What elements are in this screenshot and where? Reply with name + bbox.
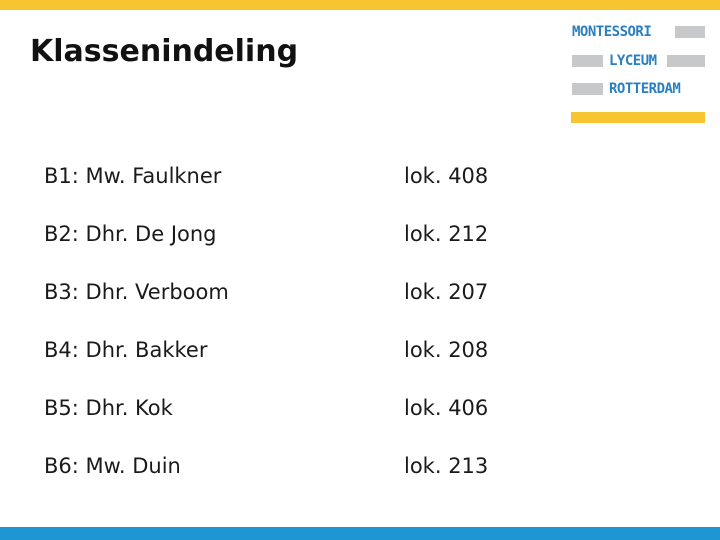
logo-row-2: LYCEUM <box>571 53 705 70</box>
logo-row-3: ROTTERDAM <box>571 81 705 98</box>
list-item: B3: Dhr. Verboom lok. 207 <box>44 280 544 338</box>
logo-grey-block <box>675 26 705 38</box>
room-number: lok. 408 <box>404 164 489 188</box>
logo-grey-block <box>572 83 603 95</box>
school-logo: MONTESSORI LYCEUM ROTTERDAM <box>571 24 705 124</box>
logo-grey-block <box>572 55 603 67</box>
logo-grey-block <box>667 55 705 67</box>
room-number: lok. 213 <box>404 454 489 478</box>
list-item: B2: Dhr. De Jong lok. 212 <box>44 222 544 280</box>
class-teacher: B4: Dhr. Bakker <box>44 338 208 362</box>
logo-line-3: ROTTERDAM <box>609 81 681 97</box>
logo-line-2: LYCEUM <box>609 53 657 69</box>
room-number: lok. 212 <box>404 222 489 246</box>
class-teacher: B2: Dhr. De Jong <box>44 222 217 246</box>
room-number: lok. 208 <box>404 338 489 362</box>
top-accent-bar <box>0 0 720 10</box>
bottom-accent-bar <box>0 527 720 540</box>
class-teacher: B5: Dhr. Kok <box>44 396 173 420</box>
class-teacher: B3: Dhr. Verboom <box>44 280 229 304</box>
list-item: B4: Dhr. Bakker lok. 208 <box>44 338 544 396</box>
list-item: B5: Dhr. Kok lok. 406 <box>44 396 544 454</box>
list-item: B6: Mw. Duin lok. 213 <box>44 454 544 512</box>
class-list: B1: Mw. Faulkner lok. 408 B2: Dhr. De Jo… <box>44 164 544 512</box>
slide-title: Klassenindeling <box>30 34 299 69</box>
list-item: B1: Mw. Faulkner lok. 408 <box>44 164 544 222</box>
room-number: lok. 406 <box>404 396 489 420</box>
logo-row-1: MONTESSORI <box>571 24 705 41</box>
logo-yellow-stripe <box>571 112 705 123</box>
logo-line-1: MONTESSORI <box>572 24 652 40</box>
class-teacher: B6: Mw. Duin <box>44 454 181 478</box>
class-teacher: B1: Mw. Faulkner <box>44 164 222 188</box>
room-number: lok. 207 <box>404 280 489 304</box>
